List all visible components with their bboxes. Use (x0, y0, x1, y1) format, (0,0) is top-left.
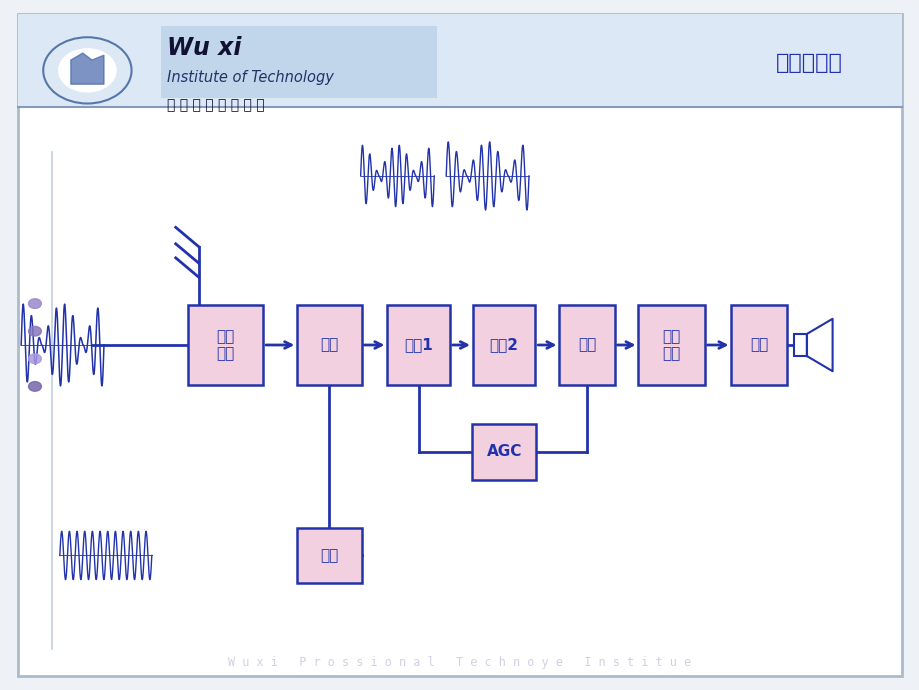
FancyBboxPatch shape (161, 26, 437, 98)
Text: 检波: 检波 (577, 337, 596, 353)
Circle shape (28, 382, 41, 391)
Circle shape (28, 326, 41, 336)
FancyBboxPatch shape (18, 14, 901, 676)
Text: 中放2: 中放2 (489, 337, 518, 353)
Circle shape (28, 299, 41, 308)
Text: 混频: 混频 (320, 337, 338, 353)
Text: 无 锡 职 业 技 术 学 院: 无 锡 职 业 技 术 学 院 (167, 98, 265, 112)
FancyBboxPatch shape (387, 305, 449, 385)
Text: 工作方框图: 工作方框图 (776, 54, 842, 73)
Text: 本振: 本振 (320, 548, 338, 563)
Text: Institute of Technology: Institute of Technology (167, 70, 334, 85)
FancyBboxPatch shape (297, 528, 361, 583)
FancyBboxPatch shape (559, 305, 614, 385)
Text: 中放1: 中放1 (403, 337, 433, 353)
FancyBboxPatch shape (297, 305, 361, 385)
FancyBboxPatch shape (471, 424, 536, 480)
Text: Wu xi: Wu xi (167, 37, 242, 60)
Text: AGC: AGC (486, 444, 521, 460)
Text: 输入
回路: 输入 回路 (216, 329, 234, 361)
Circle shape (43, 37, 131, 104)
Text: W u x i   P r o s s i o n a l   T e c h n o y e   I n s t i t u e: W u x i P r o s s i o n a l T e c h n o … (228, 656, 691, 669)
FancyBboxPatch shape (18, 14, 901, 107)
Polygon shape (71, 53, 104, 84)
Text: 前置
低放: 前置 低放 (662, 329, 680, 361)
Circle shape (28, 354, 41, 364)
FancyBboxPatch shape (187, 305, 263, 385)
FancyBboxPatch shape (731, 305, 786, 385)
FancyBboxPatch shape (638, 305, 704, 385)
Text: 功放: 功放 (749, 337, 767, 353)
FancyBboxPatch shape (472, 305, 535, 385)
Circle shape (59, 49, 116, 92)
FancyBboxPatch shape (793, 334, 806, 356)
